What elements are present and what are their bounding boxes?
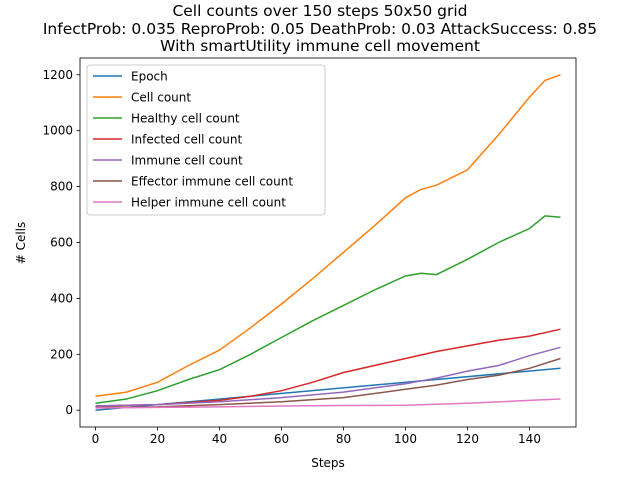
legend-label-2: Healthy cell count bbox=[131, 112, 240, 126]
legend-label-6: Helper immune cell count bbox=[131, 196, 286, 210]
x-axis-label: Steps bbox=[311, 456, 345, 470]
plot-area: 0 20 40 60 80 100 120 140 0 200 400 600 800 1000 1200 bbox=[42, 57, 577, 446]
legend-box bbox=[86, 64, 326, 216]
chart-title-line-1: Cell counts over 150 steps 50x50 grid bbox=[172, 2, 467, 20]
series-line-1 bbox=[95, 74, 561, 398]
legend-label-3: Infected cell count bbox=[131, 133, 242, 147]
x-tick-label-0: 0 bbox=[92, 432, 100, 446]
x-tick-label-2: 40 bbox=[212, 432, 227, 446]
series-line-4 bbox=[95, 346, 561, 407]
y-tick-label-4: 800 bbox=[50, 180, 73, 194]
x-tick-label-5: 100 bbox=[394, 432, 417, 446]
legend-label-0: Epoch bbox=[131, 70, 168, 84]
series-line-3 bbox=[95, 328, 561, 407]
x-tick-label-6: 120 bbox=[456, 432, 479, 446]
y-tick-label-0: 0 bbox=[65, 403, 73, 417]
x-tick-label-3: 60 bbox=[274, 432, 289, 446]
y-tick-label-6: 1200 bbox=[42, 68, 73, 82]
legend-label-4: Immune cell count bbox=[131, 154, 243, 168]
y-tick-label-1: 200 bbox=[50, 347, 73, 361]
chart-title-line-3: With smartUtility immune cell movement bbox=[160, 37, 480, 55]
legend: Epoch Cell count Healthy cell count Infecte… bbox=[86, 64, 326, 216]
legend-label-1: Cell count bbox=[131, 91, 191, 105]
x-tick-label-7: 140 bbox=[518, 432, 541, 446]
y-tick-label-5: 1000 bbox=[42, 124, 73, 138]
x-tick-label-4: 80 bbox=[336, 432, 351, 446]
y-tick-label-2: 400 bbox=[50, 291, 73, 305]
x-tick-label-1: 20 bbox=[150, 432, 165, 446]
y-tick-label-3: 600 bbox=[50, 236, 73, 250]
legend-label-5: Effector immune cell count bbox=[131, 175, 293, 189]
series-line-2 bbox=[95, 215, 561, 404]
series-line-5 bbox=[95, 357, 561, 409]
chart-title-line-2: InfectProb: 0.035 ReproProb: 0.05 DeathP… bbox=[43, 20, 597, 38]
series-line-6 bbox=[95, 398, 561, 409]
y-axis-label: # Cells bbox=[14, 222, 28, 265]
